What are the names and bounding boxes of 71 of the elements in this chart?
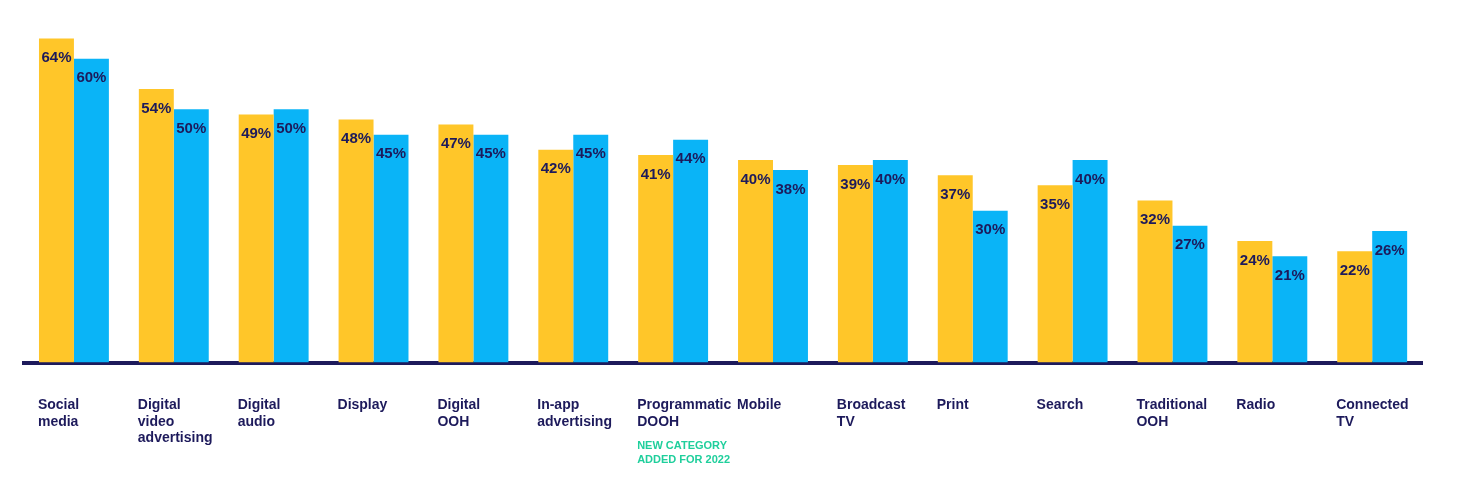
data-label: 44% <box>675 149 706 167</box>
data-label: 45% <box>475 144 506 162</box>
bar <box>173 109 209 363</box>
bar <box>438 124 474 363</box>
data-label: 22% <box>1339 260 1370 278</box>
bar <box>1272 256 1308 363</box>
data-label: 60% <box>76 68 107 86</box>
x-tick-label: Digital audio <box>237 395 281 429</box>
data-label: 37% <box>940 184 971 202</box>
data-label: 48% <box>341 129 372 147</box>
data-label: 40% <box>1075 169 1106 187</box>
x-tick-label: Programmatic DOOH <box>637 395 732 429</box>
data-label: 40% <box>740 169 771 187</box>
bar <box>473 134 509 363</box>
x-tick-label: Digital OOH <box>437 395 481 429</box>
bar <box>1072 159 1108 363</box>
bar <box>338 119 374 363</box>
data-label: 39% <box>840 174 871 192</box>
bar <box>872 159 908 363</box>
data-label: 21% <box>1274 265 1305 283</box>
x-tick-label: Connected TV <box>1336 395 1409 429</box>
data-label: 41% <box>640 164 671 182</box>
bar <box>1037 185 1073 363</box>
bar <box>738 159 773 363</box>
bar <box>1137 200 1173 363</box>
bar <box>138 89 174 363</box>
data-label: 30% <box>975 220 1006 238</box>
bar <box>1237 241 1273 363</box>
bar <box>1172 225 1208 363</box>
x-tick-label: Search <box>1036 395 1084 412</box>
bar <box>373 134 409 363</box>
data-label: 45% <box>575 144 606 162</box>
data-label: 27% <box>1174 235 1205 253</box>
bar <box>638 154 674 363</box>
data-label: 47% <box>440 134 471 152</box>
data-label: 54% <box>141 98 172 116</box>
x-tick-label: Display <box>337 395 388 412</box>
bar <box>673 139 709 363</box>
x-tick-label: In-app advertising <box>537 395 612 429</box>
bar <box>1337 251 1373 363</box>
data-label: 50% <box>176 118 207 136</box>
bar <box>1372 230 1408 363</box>
bar <box>538 149 574 363</box>
x-tick-label: Traditional OOH <box>1136 395 1208 429</box>
bar <box>773 170 808 363</box>
data-label: 32% <box>1139 210 1170 228</box>
bar <box>937 175 973 363</box>
x-tick-label: Digital video advertising <box>137 395 213 446</box>
x-tick-label: Radio <box>1236 395 1276 412</box>
x-tick-label: Print <box>936 395 969 412</box>
bar <box>837 165 873 363</box>
bar <box>238 114 274 363</box>
data-label: 35% <box>1040 194 1071 212</box>
bar <box>573 134 609 363</box>
bar <box>972 210 1008 363</box>
data-label: 49% <box>241 124 272 142</box>
bar <box>273 109 309 363</box>
data-label: 45% <box>375 144 407 162</box>
data-label: 26% <box>1374 240 1405 258</box>
data-label: 40% <box>875 169 906 187</box>
data-label: 64% <box>41 48 72 66</box>
data-label: 24% <box>1239 250 1270 268</box>
data-label: 50% <box>276 118 307 136</box>
data-label: 38% <box>775 179 806 197</box>
x-tick-label: Social media <box>37 395 80 429</box>
bar <box>73 58 109 363</box>
text: NEW CATEGORY ADDED FOR 2022 <box>637 438 731 465</box>
data-label: 42% <box>540 159 571 177</box>
x-tick-label: Broadcast TV <box>836 395 906 429</box>
x-tick-label: Mobile <box>737 395 782 412</box>
bar <box>38 38 74 363</box>
